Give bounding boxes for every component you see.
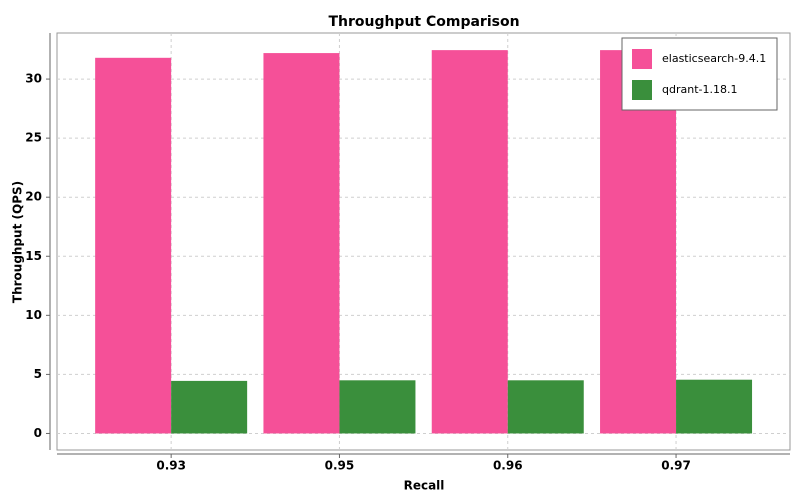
y-tick-label: 10 [25, 308, 42, 322]
legend-label: elasticsearch-9.4.1 [662, 52, 766, 65]
y-tick-label: 25 [25, 131, 42, 145]
bar [676, 379, 753, 434]
y-axis-label: Throughput (QPS) [11, 181, 25, 303]
legend-swatch [632, 49, 652, 69]
chart-title: Throughput Comparison [328, 14, 519, 30]
bar [171, 380, 248, 434]
x-axis-label: Recall [404, 479, 445, 493]
y-tick-label: 30 [25, 72, 42, 86]
bar [263, 53, 340, 434]
x-tick-label: 0.97 [661, 459, 691, 473]
x-tick-label: 0.93 [156, 459, 186, 473]
x-tick-label: 0.95 [325, 459, 355, 473]
y-tick-label: 0 [34, 426, 42, 440]
bar [600, 50, 677, 434]
x-tick-label: 0.96 [493, 459, 523, 473]
bar [507, 380, 584, 434]
bar [431, 50, 508, 434]
legend-swatch [632, 80, 652, 100]
legend-label: qdrant-1.18.1 [662, 83, 737, 96]
y-tick-label: 15 [25, 249, 42, 263]
y-tick-label: 20 [25, 190, 42, 204]
bar [339, 380, 416, 434]
y-tick-label: 5 [34, 367, 42, 381]
bar [95, 57, 172, 434]
